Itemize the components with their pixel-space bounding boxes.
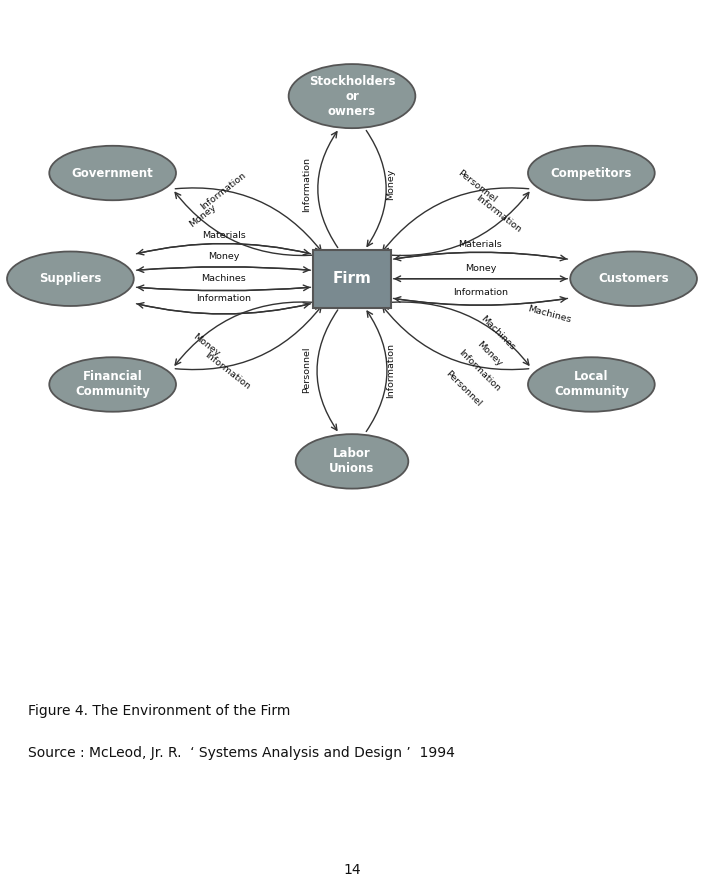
Text: Money: Money (208, 252, 239, 261)
Text: Materials: Materials (201, 231, 246, 240)
Text: Personnel: Personnel (444, 368, 482, 408)
Text: Money: Money (465, 264, 496, 273)
Text: Machines: Machines (479, 313, 517, 352)
Text: Money: Money (187, 202, 218, 229)
Text: Stockholders
or
owners: Stockholders or owners (309, 75, 395, 117)
Text: Information: Information (456, 348, 502, 393)
Ellipse shape (49, 357, 176, 412)
Text: Competitors: Competitors (551, 166, 632, 180)
Text: Information: Information (474, 193, 522, 234)
Text: Money: Money (191, 332, 221, 359)
Text: Information: Information (386, 343, 395, 398)
Text: Materials: Materials (458, 240, 503, 249)
Text: Labor
Unions: Labor Unions (329, 448, 375, 475)
Text: Personnel: Personnel (302, 347, 310, 393)
Ellipse shape (289, 64, 415, 128)
Text: Personnel: Personnel (456, 168, 498, 205)
Text: 14: 14 (343, 863, 361, 877)
Text: Information: Information (453, 288, 508, 297)
Ellipse shape (296, 434, 408, 489)
Text: Machines: Machines (527, 303, 572, 324)
Ellipse shape (528, 357, 655, 412)
Ellipse shape (528, 146, 655, 200)
Text: Suppliers: Suppliers (39, 272, 101, 286)
Text: Information: Information (196, 295, 251, 303)
FancyBboxPatch shape (313, 250, 391, 308)
Text: Money: Money (386, 168, 395, 200)
Text: Customers: Customers (598, 272, 669, 286)
Text: Information: Information (302, 157, 310, 212)
Text: Figure 4. The Environment of the Firm: Figure 4. The Environment of the Firm (28, 704, 291, 717)
Text: Machines: Machines (201, 273, 246, 282)
Text: Financial
Community: Financial Community (75, 370, 150, 399)
Ellipse shape (49, 146, 176, 200)
Text: Firm: Firm (332, 271, 372, 287)
Ellipse shape (570, 252, 697, 306)
Text: Information: Information (199, 171, 248, 212)
Text: Government: Government (72, 166, 153, 180)
Ellipse shape (7, 252, 134, 306)
Text: Source : McLeod, Jr. R.  ‘ Systems Analysis and Design ’  1994: Source : McLeod, Jr. R. ‘ Systems Analys… (28, 746, 455, 760)
Text: Information: Information (203, 351, 251, 392)
Text: Money: Money (475, 339, 504, 368)
Text: Local
Community: Local Community (554, 370, 629, 399)
